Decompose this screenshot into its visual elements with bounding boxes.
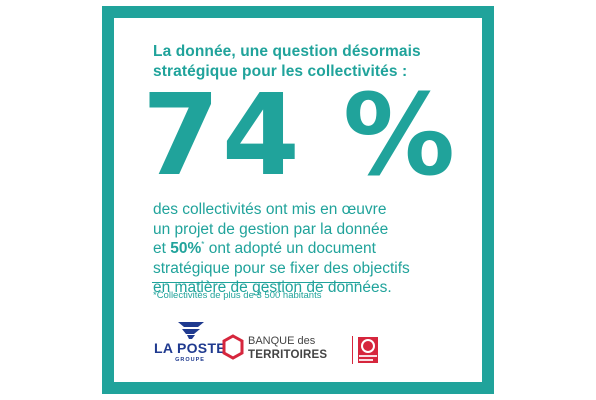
teal-border-frame: La donnée, une question désormais straté… — [102, 6, 494, 394]
footnote: *Collectivités de plus de 3 500 habitant… — [153, 290, 322, 301]
body-line-4: stratégique pour se fixer des objectifs — [153, 259, 410, 277]
caisse-des-depots-icon — [358, 337, 378, 363]
laposte-bird-icon — [178, 322, 204, 339]
body-line-1: des collectivités ont mis en œuvre — [153, 201, 387, 218]
body-line-2: un projet de gestion par la donnée — [153, 220, 389, 238]
body-text: des collectivités ont mis en œuvre un pr… — [153, 200, 473, 298]
hexagon-icon — [222, 334, 244, 360]
big-stat-value: 74 % — [142, 71, 458, 201]
cdc-glyph — [361, 339, 375, 353]
banque-des-territoires-logo: BANQUE des TERRITOIRES — [222, 334, 442, 366]
banque-line-1: BANQUE des — [248, 335, 316, 347]
body-line-3-suffix: ont adopté un document — [204, 240, 376, 257]
body-line-5: en matière de gestion de données. — [153, 279, 392, 296]
cdc-text-line-2 — [359, 359, 373, 361]
infographic-card: La donnée, une question désormais straté… — [114, 18, 482, 382]
headline: La donnée, une question désormais straté… — [153, 42, 473, 82]
footnote-marker: * — [201, 239, 205, 249]
headline-line-1: La donnée, une question désormais — [153, 43, 421, 60]
logo-separator — [352, 336, 353, 364]
body-line-3-prefix: et — [153, 240, 171, 257]
laposte-subtitle: GROUPE — [175, 357, 205, 363]
cdc-text-line-1 — [359, 355, 377, 357]
banque-line-2: TERRITOIRES — [248, 349, 328, 361]
body-highlight-percent: 50% — [170, 240, 202, 257]
divider — [152, 282, 360, 283]
laposte-wordmark: LA POSTE — [154, 340, 226, 356]
headline-line-2: stratégique pour les collectivités : — [153, 63, 408, 80]
laposte-logo: LA POSTE GROUPE — [150, 318, 230, 368]
